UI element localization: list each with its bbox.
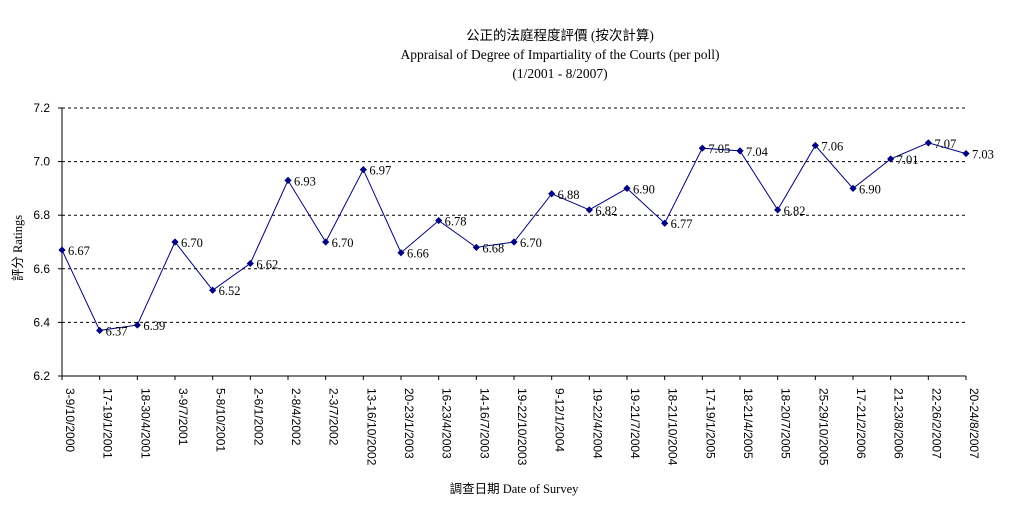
data-point bbox=[209, 286, 217, 294]
data-point bbox=[359, 166, 367, 174]
data-label: 7.03 bbox=[972, 148, 994, 162]
data-point bbox=[774, 206, 782, 214]
chart-title-block: 公正的法庭程度評價 (按次計算) Appraisal of Degree of … bbox=[0, 26, 1020, 83]
data-point bbox=[661, 219, 669, 227]
data-point bbox=[472, 243, 480, 251]
chart-subtitle: Appraisal of Degree of Impartiality of t… bbox=[400, 47, 720, 62]
x-tick-label: 5-8/10/2001 bbox=[214, 388, 228, 452]
x-tick-label: 3-9/10/2000 bbox=[63, 388, 77, 452]
x-tick-label: 2-8/4/2002 bbox=[289, 388, 303, 446]
data-point bbox=[510, 238, 518, 246]
data-point bbox=[171, 238, 179, 246]
y-axis-title: 評分 Ratings bbox=[10, 215, 25, 281]
data-point bbox=[736, 147, 744, 155]
x-tick-label: 19-22/10/2003 bbox=[515, 388, 529, 466]
x-tick-label: 17-19/1/2005 bbox=[703, 388, 717, 459]
data-point bbox=[397, 249, 405, 257]
x-axis-title: 調查日期 Date of Survey bbox=[450, 482, 580, 496]
y-tick-label: 6.8 bbox=[33, 208, 50, 222]
data-point bbox=[435, 216, 443, 225]
data-point bbox=[58, 246, 66, 254]
data-point bbox=[962, 149, 970, 158]
data-label: 6.37 bbox=[106, 324, 128, 338]
data-label: 6.90 bbox=[633, 182, 655, 196]
x-tick-label: 18-21/10/2004 bbox=[666, 388, 680, 466]
data-label: 6.90 bbox=[859, 182, 881, 196]
data-point bbox=[133, 321, 141, 329]
data-label: 6.88 bbox=[558, 188, 580, 202]
x-tick-label: 3-9/7/2001 bbox=[176, 388, 190, 446]
y-tick-label: 7.0 bbox=[33, 155, 50, 169]
x-tick-label: 19-22/4/2004 bbox=[590, 388, 604, 459]
data-point bbox=[246, 259, 254, 268]
x-tick-label: 22-26/2/2007 bbox=[929, 388, 943, 459]
data-label: 6.82 bbox=[784, 204, 806, 218]
x-tick-label: 19-21/7/2004 bbox=[628, 388, 642, 459]
y-tick-labels: 6.2 6.4 6.6 6.8 7.0 7.2 bbox=[33, 101, 50, 383]
x-tick-label: 20-23/1/2003 bbox=[402, 388, 416, 459]
data-label: 7.07 bbox=[934, 137, 956, 151]
x-tick-label: 18-30/4/2001 bbox=[138, 388, 152, 459]
data-point bbox=[698, 144, 706, 152]
data-label: 6.77 bbox=[671, 217, 693, 231]
x-tick-label: 2-3/7/2002 bbox=[327, 388, 341, 446]
data-point bbox=[887, 155, 895, 163]
axes bbox=[58, 107, 967, 380]
data-point bbox=[284, 176, 292, 184]
data-label: 6.62 bbox=[256, 257, 278, 271]
x-tick-label: 16-23/4/2003 bbox=[440, 388, 454, 459]
data-point bbox=[585, 206, 593, 214]
data-point bbox=[811, 141, 819, 150]
data-label: 6.67 bbox=[68, 244, 90, 258]
data-point bbox=[322, 238, 330, 246]
chart-title: 公正的法庭程度評價 (按次計算) bbox=[466, 28, 654, 43]
data-label: 6.78 bbox=[445, 215, 467, 229]
y-tick-label: 7.2 bbox=[33, 101, 50, 115]
data-label: 6.70 bbox=[332, 236, 354, 250]
data-label: 6.70 bbox=[181, 236, 203, 250]
data-point bbox=[548, 190, 556, 198]
data-label: 7.04 bbox=[746, 145, 769, 159]
y-tick-label: 6.4 bbox=[33, 315, 50, 329]
x-tick-label: 13-16/10/2002 bbox=[364, 388, 378, 466]
x-tick-label: 25-29/10/2005 bbox=[816, 388, 830, 466]
data-point bbox=[96, 326, 104, 335]
data-point bbox=[924, 139, 932, 147]
x-tick-label: 14-16/7/2003 bbox=[477, 388, 491, 459]
data-label: 7.01 bbox=[897, 153, 919, 167]
series-ratings bbox=[58, 139, 970, 335]
x-tick-label: 17-19/1/2001 bbox=[101, 388, 115, 459]
data-label: 7.06 bbox=[821, 140, 843, 154]
x-tick-label: 18-21/4/2005 bbox=[741, 388, 755, 459]
y-tick-label: 6.2 bbox=[33, 369, 50, 383]
data-label: 6.93 bbox=[294, 174, 316, 188]
data-label: 6.82 bbox=[595, 204, 617, 218]
data-point bbox=[849, 184, 857, 192]
data-label: 7.05 bbox=[708, 142, 730, 156]
x-tick-label: 17-21/2/2006 bbox=[854, 388, 868, 459]
chart-period: (1/2001 - 8/2007) bbox=[512, 66, 608, 81]
x-tick-label: 18-20/7/2005 bbox=[779, 388, 793, 459]
x-tick-label: 2-6/1/2002 bbox=[251, 388, 265, 446]
data-labels: 6.67 6.37 6.39 6.70 6.52 6.62 6.93 6.70 6.97 6.66… bbox=[68, 137, 994, 339]
data-label: 6.52 bbox=[219, 284, 241, 298]
data-label: 6.97 bbox=[369, 164, 391, 178]
x-tick-label: 20-24/8/2007 bbox=[967, 388, 981, 459]
x-tick-labels: 3-9/10/2000 17-19/1/2001 18-30/4/2001 3-9/7… bbox=[63, 388, 981, 466]
data-label: 6.68 bbox=[482, 241, 504, 255]
x-tick-label: 21-23/8/2006 bbox=[892, 388, 906, 459]
grid-lines bbox=[62, 107, 966, 323]
data-label: 6.66 bbox=[407, 247, 429, 261]
data-label: 6.70 bbox=[520, 236, 542, 250]
x-tick-label: 9-12/1/2004 bbox=[553, 388, 567, 452]
y-tick-label: 6.6 bbox=[33, 262, 50, 276]
data-label: 6.39 bbox=[143, 319, 165, 333]
data-point bbox=[623, 184, 631, 192]
